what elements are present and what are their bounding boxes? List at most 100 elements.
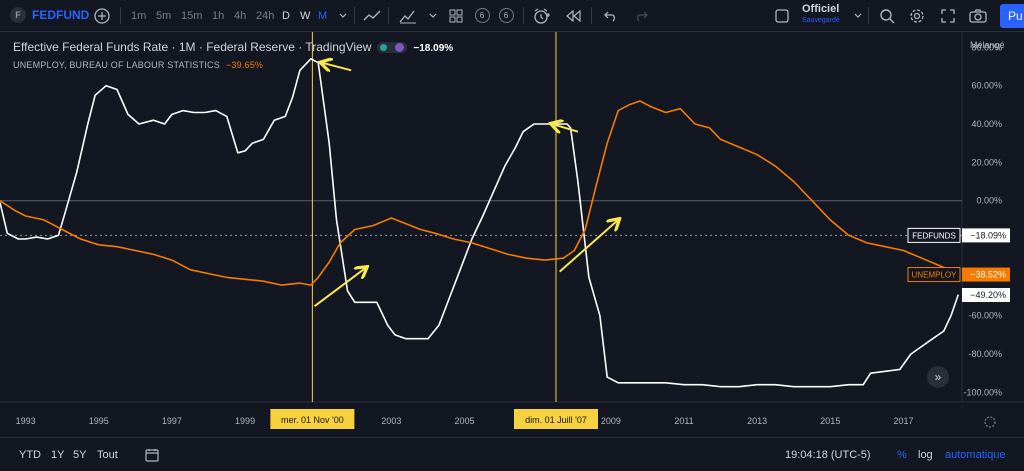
scroll-to-realtime-button[interactable] xyxy=(927,366,949,388)
crosshair-date-label: dim. 01 Juill '07 xyxy=(525,415,587,425)
annotation-arrow xyxy=(552,124,579,132)
interval-w[interactable]: W xyxy=(300,9,311,22)
axis-settings-gear-icon[interactable] xyxy=(984,416,996,428)
alert-clock-icon[interactable] xyxy=(532,7,552,24)
x-tick-label: 1993 xyxy=(16,416,36,426)
price-label-value: −18.09% xyxy=(970,230,1006,240)
divider xyxy=(388,7,389,24)
x-tick-label: 2011 xyxy=(674,416,693,426)
main-series-legend[interactable]: Effective Federal Funds Rate · 1M · Fede… xyxy=(13,40,453,54)
publish-button[interactable]: Pu xyxy=(1000,4,1024,28)
x-tick-label: 2015 xyxy=(820,416,840,426)
redo-icon[interactable] xyxy=(631,7,651,24)
auto-scale-toggle[interactable]: automatique xyxy=(945,448,1006,461)
templates-grid-icon[interactable] xyxy=(446,7,466,24)
double-chevron-right-icon: » xyxy=(935,370,942,384)
chart-canvas[interactable]: 80.00%60.00%40.00%20.00%0.00%-20.00%-40.… xyxy=(0,32,1024,437)
chevron-down-icon[interactable] xyxy=(333,7,353,24)
clock-time[interactable]: 19:04:18 (UTC-5) xyxy=(785,448,871,461)
visibility-toggle[interactable] xyxy=(377,42,408,54)
chevron-down-icon[interactable] xyxy=(423,7,443,24)
y-tick-label: 80.00% xyxy=(971,42,1002,52)
range-5y[interactable]: 5Y xyxy=(73,448,87,461)
series-line-unemploy[interactable] xyxy=(0,100,959,286)
range-ytd[interactable]: YTD xyxy=(19,448,41,461)
interval-24h[interactable]: 24h xyxy=(256,9,275,22)
divider xyxy=(120,7,121,24)
indicator-count-badge[interactable]: 6 xyxy=(472,7,492,24)
y-tick-label: -60.00% xyxy=(968,311,1002,321)
save-status[interactable]: Officiel Sauvegardé xyxy=(802,4,840,26)
x-tick-label: 1997 xyxy=(162,416,182,426)
series-title: Effective Federal Funds Rate · 1M · Fede… xyxy=(13,40,372,54)
price-label-name-box xyxy=(907,267,961,283)
annotation-arrow xyxy=(322,63,352,71)
compare-title: UNEMPLOY, BUREAU OF LABOUR STATISTICS xyxy=(13,60,220,70)
indicator-count-badge[interactable]: 6 xyxy=(496,7,516,24)
price-label-value-box xyxy=(962,267,1010,282)
camera-icon[interactable] xyxy=(968,7,988,24)
interval-1m[interactable]: 1m xyxy=(131,9,147,22)
compare-change-value: −39.65% xyxy=(225,60,264,70)
crosshair-date-badge xyxy=(270,409,355,429)
interval-d[interactable]: D xyxy=(282,9,290,22)
save-subtitle: Sauvegardé xyxy=(802,17,840,24)
log-toggle[interactable]: log xyxy=(918,448,933,461)
divider xyxy=(523,7,524,24)
y-tick-label: 0.00% xyxy=(976,196,1002,206)
interval-4h[interactable]: 4h xyxy=(234,9,247,22)
line-chart-type-icon[interactable] xyxy=(362,7,382,24)
series-line-fedfunds[interactable] xyxy=(0,58,960,388)
symbol-name[interactable]: FEDFUND xyxy=(32,8,90,22)
fullscreen-icon[interactable] xyxy=(938,7,958,24)
y-tick-label: -80.00% xyxy=(968,349,1002,359)
interval-m[interactable]: M xyxy=(318,9,328,22)
annotation-arrow xyxy=(558,220,619,273)
y-tick-label: 40.00% xyxy=(971,119,1002,129)
gear-icon[interactable] xyxy=(907,7,927,24)
interval-5m[interactable]: 5m xyxy=(156,9,172,22)
x-tick-label: 2003 xyxy=(381,416,401,426)
divider xyxy=(591,7,592,24)
series-change-value: −18.09% xyxy=(413,43,454,54)
x-tick-label: 2005 xyxy=(455,416,475,426)
symbol-search[interactable]: F FEDFUND xyxy=(10,7,89,23)
divider xyxy=(354,7,355,24)
save-title: Officiel xyxy=(802,3,840,15)
top-toolbar: F FEDFUND 1m 5m 15m 1h 4h 24h D W M 6 6 xyxy=(0,0,1024,32)
price-label-name-box xyxy=(907,227,961,243)
bottom-toolbar: YTD 1Y 5Y Tout 19:04:18 (UTC-5) % log au… xyxy=(0,437,1024,471)
interval-15m[interactable]: 15m xyxy=(181,9,203,22)
annotation-arrow xyxy=(313,268,366,307)
percent-toggle[interactable]: % xyxy=(897,448,907,461)
add-symbol-icon[interactable] xyxy=(92,7,112,24)
symbol-logo-icon: F xyxy=(10,7,26,23)
y-tick-label: 60.00% xyxy=(971,81,1002,91)
interval-1h[interactable]: 1h xyxy=(212,9,225,22)
price-label-value-box xyxy=(962,288,1010,303)
x-tick-label: 2013 xyxy=(747,416,767,426)
crosshair-date-badge xyxy=(513,409,598,429)
chevron-down-icon[interactable] xyxy=(848,7,868,24)
y-tick-label: -100.00% xyxy=(963,387,1002,397)
range-1y[interactable]: 1Y xyxy=(51,448,65,461)
range-all[interactable]: Tout xyxy=(97,448,118,461)
scale-mode-label[interactable]: Mélangé xyxy=(970,40,1005,50)
crosshair-date-label: mer. 01 Nov '00 xyxy=(281,415,344,425)
price-label-value: −38.52% xyxy=(970,270,1006,280)
date-range-icon[interactable] xyxy=(145,438,159,471)
indicators-icon[interactable] xyxy=(398,7,418,24)
compare-series-legend[interactable]: UNEMPLOY, BUREAU OF LABOUR STATISTICS −39… xyxy=(13,60,263,70)
divider xyxy=(868,7,869,24)
x-tick-label: 2017 xyxy=(893,416,913,426)
price-label-value: −49.20% xyxy=(970,290,1006,300)
undo-icon[interactable] xyxy=(601,7,621,24)
x-tick-label: 1999 xyxy=(235,416,255,426)
layout-square-icon[interactable] xyxy=(772,7,792,24)
price-label-name: FEDFUNDS xyxy=(912,231,956,240)
price-label-name: UNEMPLOY xyxy=(912,271,958,280)
replay-icon[interactable] xyxy=(563,7,583,24)
price-label-value-box xyxy=(962,228,1010,243)
y-tick-label: 20.00% xyxy=(971,157,1002,167)
search-icon[interactable] xyxy=(877,7,897,24)
